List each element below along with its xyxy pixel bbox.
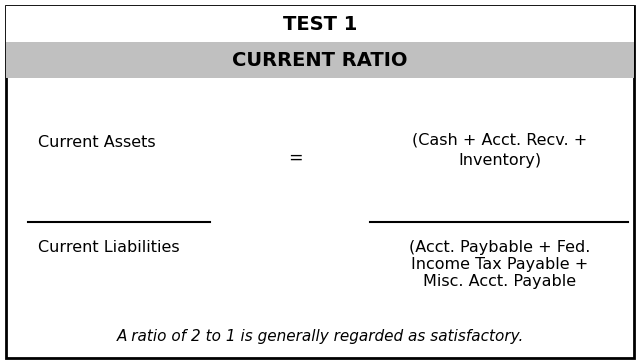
Bar [6,6,634,42]
Text: TEST 1: TEST 1 [283,15,357,33]
Bar [6,42,634,78]
Text: (Cash + Acct. Recv. +: (Cash + Acct. Recv. + [412,132,588,147]
Text: =: = [288,149,302,167]
Text: Misc. Acct. Payable: Misc. Acct. Payable [424,274,577,289]
Text: Current Liabilities: Current Liabilities [38,240,180,254]
Text: Current Assets: Current Assets [38,135,156,150]
Text: CURRENT RATIO: CURRENT RATIO [232,51,408,70]
Text: Inventory): Inventory) [458,153,541,167]
Text: (Acct. Paybable + Fed.: (Acct. Paybable + Fed. [410,240,591,254]
Text: Income Tax Payable +: Income Tax Payable + [412,257,589,272]
Text: A ratio of 2 to 1 is generally regarded as satisfactory.: A ratio of 2 to 1 is generally regarded … [116,328,524,344]
